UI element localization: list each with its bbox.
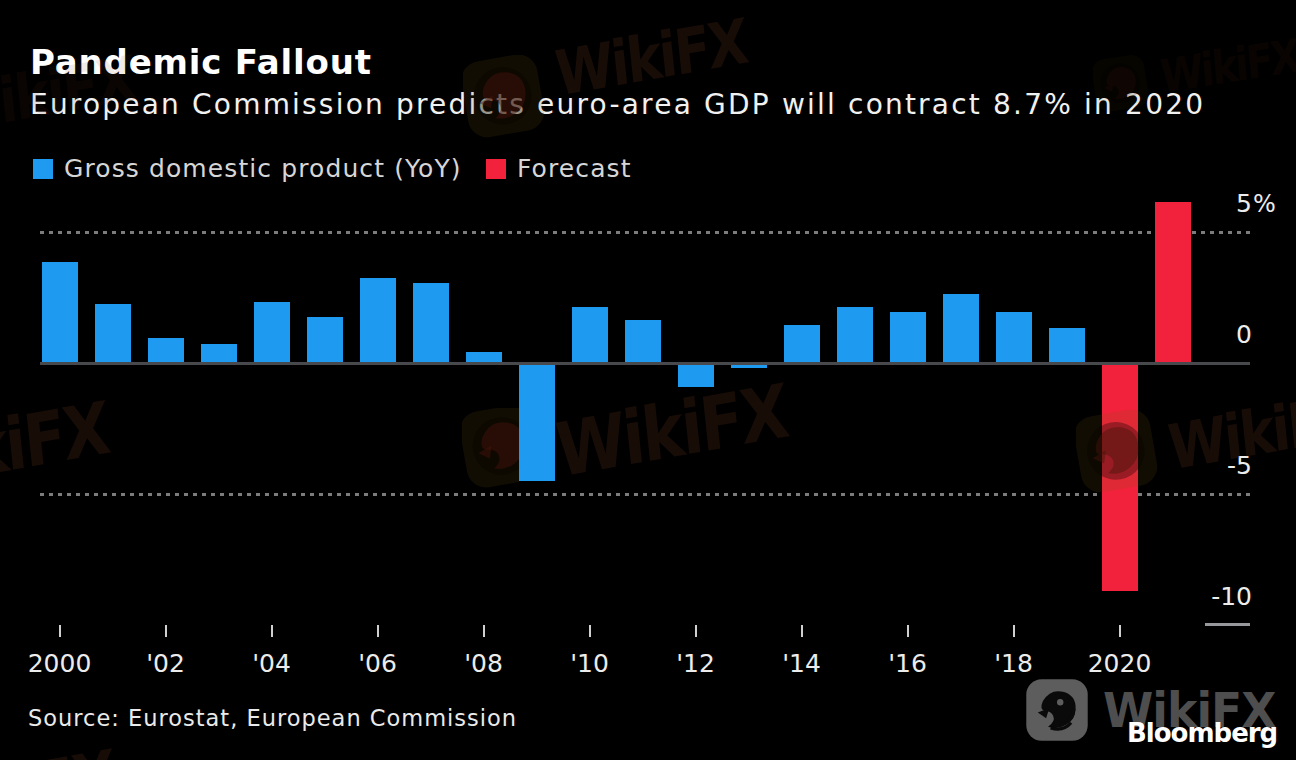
bar-2006 — [360, 278, 396, 362]
bar-2007 — [413, 283, 449, 362]
bloomberg-logo: Bloomberg — [1127, 718, 1277, 748]
x-axis-tick — [801, 625, 803, 637]
wikifx-watermark-text: WikiFX — [552, 368, 791, 494]
bar-2015 — [837, 307, 873, 362]
y-axis-label: -5 — [1227, 450, 1252, 482]
bar-2010 — [572, 307, 608, 362]
x-axis-tick — [483, 625, 485, 637]
bar-2003 — [201, 344, 237, 362]
bar-2016 — [890, 312, 926, 362]
x-axis-tick — [59, 625, 61, 637]
y-axis-label: 0 — [1236, 319, 1252, 351]
wikifx-lion-icon — [1025, 678, 1089, 742]
legend-item: Forecast — [486, 154, 632, 183]
wikifx-watermark-text: WikiFX — [0, 735, 118, 760]
chart-page: Pandemic Fallout European Commission pre… — [0, 0, 1296, 760]
y-axis-label: -10 — [1211, 581, 1252, 613]
legend-item: Gross domestic product (YoY) — [33, 154, 462, 183]
bar-2021 — [1155, 202, 1191, 362]
legend-swatch — [486, 159, 506, 179]
x-axis-tick — [1119, 625, 1121, 637]
legend-label: Gross domestic product (YoY) — [64, 154, 462, 183]
bar-2002 — [148, 338, 184, 362]
x-axis-tick — [695, 625, 697, 637]
bar-2001 — [95, 304, 131, 362]
bar-2005 — [307, 317, 343, 362]
page-title: Pandemic Fallout — [30, 42, 372, 82]
axis-baseline-segment — [1205, 623, 1250, 626]
zero-line — [40, 362, 1250, 365]
gridline-dotted — [40, 231, 1250, 234]
bar-2011 — [625, 320, 661, 362]
bar-2014 — [784, 325, 820, 362]
bar-2018 — [996, 312, 1032, 362]
x-axis-tick — [589, 625, 591, 637]
bar-2017 — [943, 294, 979, 362]
page-subtitle: European Commission predicts euro-area G… — [30, 88, 1205, 121]
wikifx-watermark-icon — [462, 408, 519, 502]
bar-2013 — [731, 365, 767, 368]
x-axis-tick — [165, 625, 167, 637]
bar-2004 — [254, 302, 290, 362]
legend-label: Forecast — [517, 154, 632, 183]
y-axis-unit: % — [1253, 188, 1276, 220]
x-axis-tick — [1013, 625, 1015, 637]
bar-2020 — [1102, 365, 1138, 591]
x-axis-tick — [271, 625, 273, 637]
x-axis-label: 2020 — [1050, 649, 1190, 678]
wikifx-watermark-text: WikiFX — [0, 386, 112, 509]
bar-2008 — [466, 352, 502, 362]
y-axis-label: 5 — [1236, 188, 1252, 220]
bar-2000 — [42, 262, 78, 362]
source-note: Source: Eurostat, European Commission — [28, 705, 517, 731]
bar-2009 — [519, 365, 555, 481]
x-axis-tick — [377, 625, 379, 637]
bar-2019 — [1049, 328, 1085, 362]
legend-swatch — [33, 159, 53, 179]
bar-2012 — [678, 365, 714, 387]
x-axis-tick — [907, 625, 909, 637]
gridline-dotted — [40, 493, 1250, 496]
